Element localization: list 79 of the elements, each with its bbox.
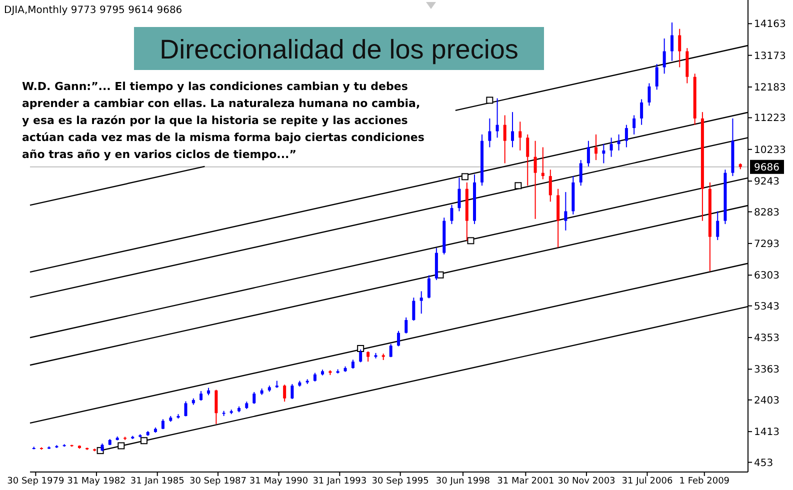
candlestick <box>594 134 598 161</box>
y-tick-label: 453 <box>754 458 774 469</box>
x-tick-label: 31 May 1990 <box>249 476 308 486</box>
candlestick <box>617 134 620 151</box>
candlestick <box>548 169 552 202</box>
candlestick <box>252 392 256 404</box>
candlestick <box>541 146 544 180</box>
candlestick <box>579 160 582 186</box>
y-tick-label: 8283 <box>754 207 780 218</box>
y-tick-label: 12183 <box>754 82 786 94</box>
candlestick <box>716 210 720 241</box>
point <box>461 173 468 180</box>
candlestick <box>632 114 636 135</box>
x-tick-label: 31 May 1982 <box>67 476 126 486</box>
candlestick <box>184 400 188 417</box>
y-tick-label: 4353 <box>754 333 780 344</box>
x-tick-label: 30 Sep 1987 <box>189 476 247 486</box>
y-tick-label: 5343 <box>754 301 780 312</box>
point <box>357 345 364 352</box>
candlestick <box>655 64 658 90</box>
y-tick-label: 9243 <box>754 176 780 188</box>
candlestick <box>678 28 682 68</box>
candlestick <box>404 316 408 334</box>
candlestick <box>602 144 606 164</box>
candlestick <box>640 98 644 126</box>
candlestick <box>503 114 506 164</box>
candlestick <box>420 290 423 314</box>
point <box>467 237 474 244</box>
candlestick <box>534 140 537 220</box>
candlestick <box>389 344 392 358</box>
chart-subtitle: DJIA,Monthly 9773 9795 9614 9686 <box>4 5 182 16</box>
y-tick-label: 13173 <box>754 50 786 62</box>
x-tick-label: 1 Feb 2009 <box>679 476 730 486</box>
candlestick <box>366 350 370 362</box>
candlestick <box>458 177 461 212</box>
candlestick <box>488 118 492 148</box>
y-tick-label: 1413 <box>754 427 780 438</box>
x-tick-label: 30 Jun 1998 <box>436 476 490 486</box>
x-tick-label: 30 Sep 1995 <box>372 476 429 486</box>
y-tick-label: 11223 <box>754 113 786 124</box>
ref-line-label: 9686 <box>754 162 780 174</box>
candlestick <box>359 348 362 363</box>
x-tick-label: 31 Jan 1993 <box>312 476 367 486</box>
candlestick <box>624 124 628 148</box>
candlestick <box>283 384 286 402</box>
x-tick-label: 31 Jan 1985 <box>130 476 184 486</box>
x-tick-label: 31 Mar 2001 <box>497 476 554 486</box>
y-tick-label: 10233 <box>754 144 786 156</box>
annotation: W.D. Gann:”... El tiempo y las condiciones cambian y tu debes aprender a cambiar con ellas. La naturaleza humana no cambia, y esa es la razón por la que la historia se repite y las acciones actúan cada vez mas de la misma forma bajo ciertas condiciones año tras año y en varios ciclos de tiempo...” <box>22 80 425 161</box>
candlestick <box>214 389 218 425</box>
candlestick <box>648 82 651 106</box>
candlestick <box>526 134 530 186</box>
y-tick-label: 14163 <box>754 19 786 30</box>
point <box>140 437 148 444</box>
candlestick <box>518 121 522 151</box>
candlestick <box>564 192 568 231</box>
candlestick <box>427 274 430 299</box>
candlestick <box>290 384 294 400</box>
candlestick <box>397 330 400 347</box>
candlestick <box>200 390 203 402</box>
y-tick-label: 2403 <box>754 395 780 406</box>
candlestick <box>670 22 674 62</box>
candlestick <box>511 112 514 148</box>
candlestick <box>450 204 454 225</box>
candlestick <box>412 297 416 322</box>
x-tick-label: 31 Jul 2006 <box>622 476 673 486</box>
candlestick <box>496 98 499 138</box>
point <box>514 182 522 190</box>
point <box>118 442 125 450</box>
candlestick <box>586 140 590 167</box>
x-tick-label: 30 Sep 1979 <box>7 476 64 486</box>
x-tick-label: 30 Nov 2003 <box>558 476 616 486</box>
point <box>486 96 494 104</box>
candlestick <box>662 38 666 74</box>
candlestick <box>610 137 613 158</box>
y-tick-label: 3363 <box>754 364 780 376</box>
y-tick-label: 6303 <box>754 270 780 282</box>
y-tick-label: 7293 <box>754 238 780 250</box>
text: Direccionalidad de los precios <box>160 34 518 64</box>
